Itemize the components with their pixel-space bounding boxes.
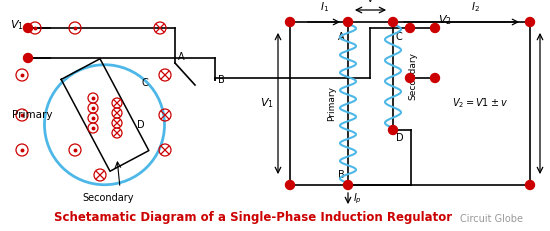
Text: C: C xyxy=(396,32,403,42)
Text: A: A xyxy=(338,32,345,42)
Text: $V_1$: $V_1$ xyxy=(10,18,24,32)
Text: $I_1$: $I_1$ xyxy=(321,0,329,14)
Circle shape xyxy=(24,24,32,33)
Circle shape xyxy=(431,73,439,82)
Circle shape xyxy=(285,18,294,27)
Circle shape xyxy=(388,18,398,27)
Text: $I_2$: $I_2$ xyxy=(471,0,480,14)
Text: $V_2 = V1 \pm v$: $V_2 = V1 \pm v$ xyxy=(453,97,509,110)
Text: Secondary: Secondary xyxy=(409,52,417,100)
Circle shape xyxy=(24,54,32,63)
Text: $V_1$: $V_1$ xyxy=(260,97,274,110)
Circle shape xyxy=(431,24,439,33)
Text: A: A xyxy=(178,52,185,62)
Circle shape xyxy=(405,73,415,82)
Text: Circuit Globe: Circuit Globe xyxy=(459,214,522,224)
Text: Schetamatic Diagram of a Single-Phase Induction Regulator: Schetamatic Diagram of a Single-Phase In… xyxy=(54,211,452,224)
Text: B: B xyxy=(218,75,225,85)
Text: B: B xyxy=(338,170,345,180)
Text: V: V xyxy=(367,0,374,4)
Text: $V_2$: $V_2$ xyxy=(438,13,452,27)
Text: $I_p$: $I_p$ xyxy=(353,192,362,206)
Text: Primary: Primary xyxy=(12,110,52,120)
Circle shape xyxy=(344,180,353,189)
Circle shape xyxy=(525,18,535,27)
Circle shape xyxy=(344,18,353,27)
Text: D: D xyxy=(396,133,404,143)
Circle shape xyxy=(388,125,398,134)
Circle shape xyxy=(525,180,535,189)
Text: D: D xyxy=(138,120,145,130)
Circle shape xyxy=(405,24,415,33)
Text: Primary: Primary xyxy=(327,86,337,121)
Text: C: C xyxy=(141,78,148,88)
Circle shape xyxy=(285,180,294,189)
Text: Secondary: Secondary xyxy=(82,193,134,203)
